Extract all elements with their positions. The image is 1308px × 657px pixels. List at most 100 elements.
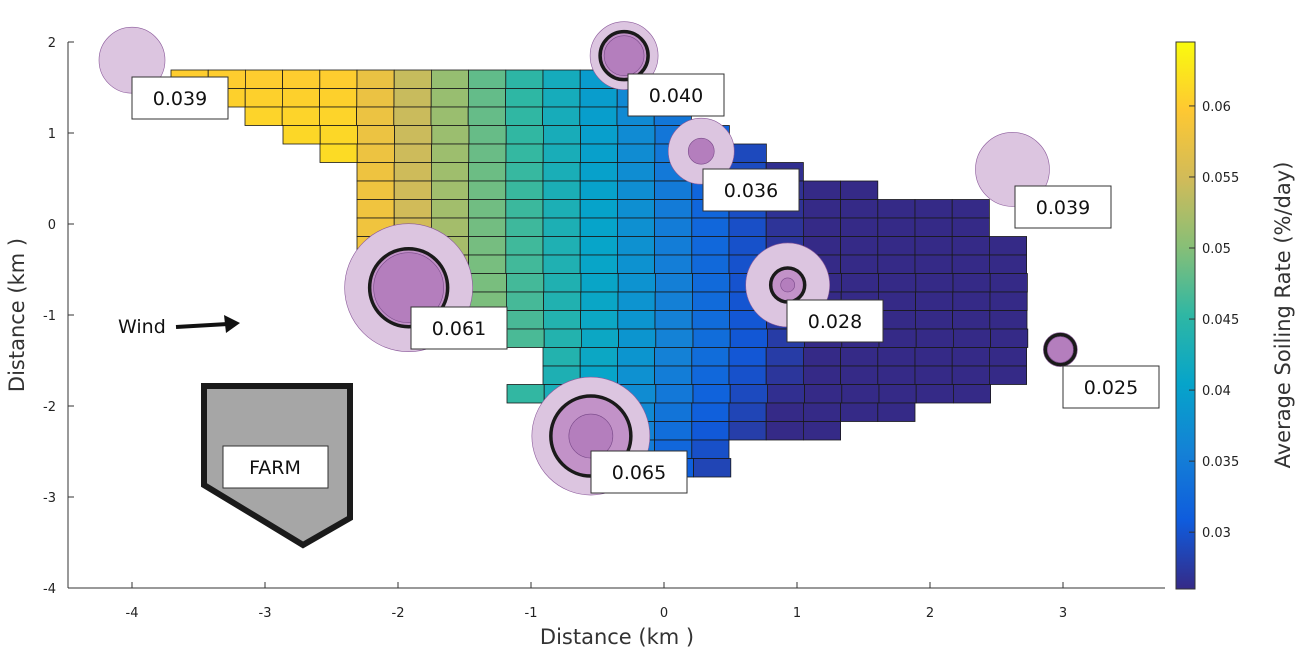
heatmap-cell bbox=[989, 236, 1028, 256]
heatmap-cell bbox=[468, 217, 507, 237]
x-tick-label: -3 bbox=[259, 606, 272, 621]
colorbar-tick-label: 0.055 bbox=[1202, 171, 1239, 186]
station-dot bbox=[1047, 336, 1074, 363]
heatmap-cell bbox=[803, 347, 842, 367]
heatmap-cell bbox=[877, 217, 916, 237]
heatmap-cell bbox=[505, 217, 544, 237]
x-tick-label: -2 bbox=[392, 606, 405, 621]
heatmap-cell bbox=[914, 217, 953, 237]
heatmap-cell bbox=[617, 143, 656, 163]
heatmap-cell bbox=[430, 88, 469, 108]
heatmap-cell bbox=[691, 365, 730, 385]
y-tick-label: -3 bbox=[43, 491, 56, 506]
colorbar-tick-label: 0.03 bbox=[1202, 526, 1231, 541]
wind-label: Wind bbox=[118, 316, 166, 338]
soiling-stations: 0.039 0.040 0.036 0.039 0.061 0.028 0.025 0.065 bbox=[98, 21, 1160, 496]
colorbar-tick-label: 0.035 bbox=[1202, 455, 1239, 470]
heatmap-cell bbox=[319, 69, 358, 89]
heatmap-cell bbox=[989, 254, 1028, 274]
heatmap-cell bbox=[244, 69, 283, 89]
heatmap-cell bbox=[356, 88, 395, 108]
heatmap-cell bbox=[691, 217, 730, 237]
heatmap-cell bbox=[654, 180, 693, 200]
heatmap-cell bbox=[655, 328, 694, 348]
colorbar-tick-label: 0.05 bbox=[1202, 242, 1231, 257]
heatmap-cell bbox=[393, 199, 432, 219]
heatmap-cell bbox=[878, 384, 917, 404]
heatmap-cell bbox=[467, 106, 506, 126]
heatmap-cell bbox=[393, 106, 432, 126]
heatmap-cell bbox=[431, 143, 470, 163]
heatmap-cell bbox=[430, 69, 469, 89]
heatmap-cell bbox=[542, 88, 581, 108]
y-tick-label: 1 bbox=[48, 127, 56, 142]
heatmap-cell bbox=[877, 347, 916, 367]
heatmap-cell bbox=[728, 347, 767, 367]
heatmap-cell bbox=[393, 88, 432, 108]
heatmap-cell bbox=[468, 125, 507, 145]
heatmap-cell bbox=[617, 347, 656, 367]
heatmap-cell bbox=[393, 162, 432, 182]
heatmap-cell bbox=[691, 310, 730, 330]
heatmap-cell bbox=[840, 236, 879, 256]
station-label: 0.028 bbox=[808, 311, 862, 333]
heatmap-cell bbox=[394, 125, 433, 145]
heatmap-cell bbox=[580, 125, 619, 145]
farm-annotation: FARM bbox=[201, 383, 353, 549]
station-dot bbox=[780, 277, 795, 293]
heatmap-cell bbox=[505, 291, 544, 311]
heatmap-cell bbox=[318, 106, 357, 126]
heatmap-cell bbox=[468, 143, 507, 163]
station-label: 0.039 bbox=[153, 88, 207, 110]
heatmap-cell bbox=[728, 365, 767, 385]
heatmap-cell bbox=[654, 365, 693, 385]
heatmap-cell bbox=[654, 254, 693, 274]
heatmap-cell bbox=[506, 328, 545, 348]
heatmap-cell bbox=[915, 273, 954, 293]
heatmap-cell bbox=[356, 199, 395, 219]
heatmap-cell bbox=[951, 347, 990, 367]
heatmap-cell bbox=[542, 69, 581, 89]
heatmap-cell bbox=[914, 254, 953, 274]
heatmap-cell bbox=[281, 88, 320, 108]
heatmap-cell bbox=[281, 106, 320, 126]
y-tick-label: 0 bbox=[48, 218, 56, 233]
heatmap-cell bbox=[654, 310, 693, 330]
x-tick-label: 0 bbox=[660, 606, 668, 621]
heatmap-cell bbox=[468, 69, 507, 89]
heatmap-cell bbox=[691, 347, 730, 367]
station-label-box bbox=[590, 450, 688, 494]
heatmap-cell bbox=[728, 402, 767, 422]
heatmap-cell bbox=[579, 254, 618, 274]
heatmap-cell bbox=[505, 143, 544, 163]
heatmap-cell bbox=[654, 402, 693, 422]
heatmap-cell bbox=[505, 236, 544, 256]
colorbar-title: Average Soiling Rate (%/day) bbox=[1271, 162, 1295, 469]
heatmap-cell bbox=[617, 217, 656, 237]
heatmap-cell bbox=[989, 310, 1028, 330]
heatmap-cell bbox=[579, 180, 618, 200]
station-label-box bbox=[1062, 365, 1160, 409]
heatmap-cell bbox=[952, 273, 991, 293]
heatmap-cell bbox=[915, 328, 954, 348]
heatmap-cell bbox=[654, 217, 693, 237]
x-tick-label: -4 bbox=[126, 606, 139, 621]
heatmap-cell bbox=[914, 365, 953, 385]
heatmap-cell bbox=[803, 180, 842, 200]
heatmap-cell bbox=[951, 365, 990, 385]
heatmap-cell bbox=[617, 365, 656, 385]
heatmap-cell bbox=[430, 106, 469, 126]
station-label-box bbox=[627, 73, 725, 117]
heatmap-cell bbox=[579, 106, 618, 126]
heatmap-cell bbox=[765, 365, 804, 385]
heatmap-cell bbox=[765, 217, 804, 237]
heatmap-cell bbox=[356, 143, 395, 163]
heatmap-cell bbox=[840, 180, 879, 200]
heatmap-cell bbox=[505, 254, 544, 274]
y-axis-title: Distance (km ) bbox=[5, 238, 29, 392]
heatmap-cell bbox=[505, 199, 544, 219]
heatmap-cell bbox=[393, 69, 432, 89]
heatmap-cell bbox=[877, 199, 916, 219]
heatmap-cell bbox=[543, 310, 582, 330]
heatmap-cell bbox=[877, 310, 916, 330]
